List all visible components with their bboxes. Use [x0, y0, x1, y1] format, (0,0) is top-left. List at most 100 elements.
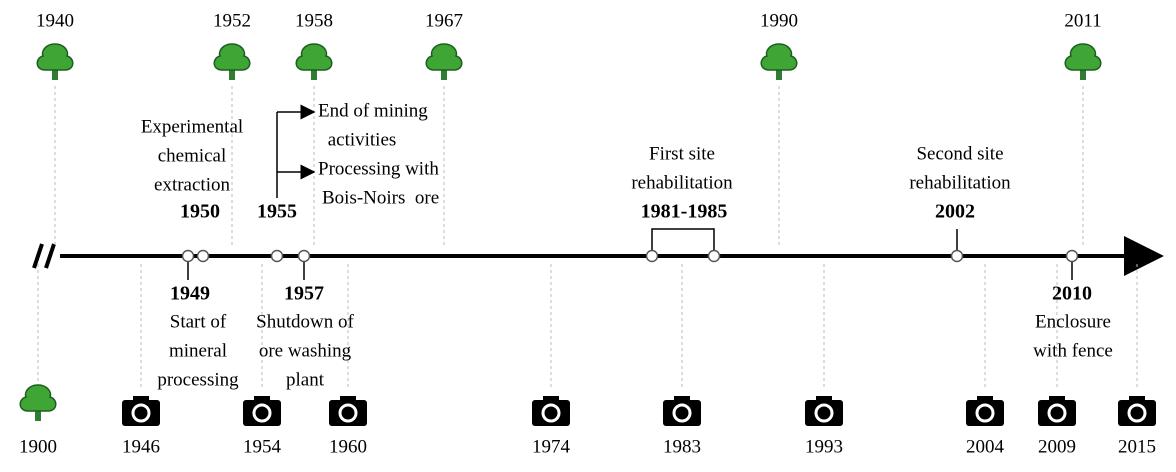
year-label: 1993	[805, 436, 843, 457]
tree-icon	[425, 43, 463, 80]
camera-lens	[1127, 403, 1147, 423]
event-text: rehabilitation	[909, 172, 1011, 193]
event-node	[950, 249, 964, 263]
event-node	[1065, 249, 1079, 263]
year-label: 1990	[760, 10, 798, 31]
camera-icon	[1038, 396, 1076, 426]
year-label: 1952	[213, 10, 251, 31]
year-label: 1967	[425, 10, 463, 31]
event-date: 1950	[180, 201, 220, 223]
event-text: Shutdown of	[256, 311, 354, 332]
tree-trunk	[52, 66, 58, 80]
year-label: 1983	[663, 436, 701, 457]
event-text: plant	[286, 369, 325, 390]
event-text: mineral	[169, 340, 227, 361]
event-node	[196, 249, 210, 263]
tree-icon	[213, 43, 251, 80]
tree-crown	[295, 43, 333, 71]
year-label: 1940	[36, 10, 74, 31]
camera-icon	[122, 396, 160, 426]
event-date: 1955	[257, 201, 297, 223]
year-label: 2009	[1038, 436, 1076, 457]
camera-body	[329, 400, 367, 426]
event-text: activities	[328, 129, 397, 150]
event-text: with fence	[1033, 340, 1113, 361]
tree-trunk	[229, 66, 235, 80]
event-text: End of mining	[318, 100, 428, 121]
event-text: rehabilitation	[631, 172, 733, 193]
event-date: 2002	[935, 201, 975, 223]
event-text: Second site	[916, 143, 1003, 164]
camera-lens	[252, 403, 272, 423]
camera-top	[674, 396, 690, 402]
event-text: ore washing	[259, 340, 352, 361]
camera-lens	[975, 403, 995, 423]
camera-body	[663, 400, 701, 426]
camera-icon	[805, 396, 843, 426]
tree-trunk	[311, 66, 317, 80]
tree-trunk	[1080, 66, 1086, 80]
tree-icon	[760, 43, 798, 80]
event-date: 1949	[170, 283, 210, 305]
camera-icon	[663, 396, 701, 426]
camera-lens	[672, 403, 692, 423]
camera-icon	[1118, 396, 1156, 426]
year-label: 2015	[1118, 436, 1156, 457]
camera-lens	[338, 403, 358, 423]
tree-icon	[36, 43, 74, 80]
camera-top	[1129, 396, 1145, 402]
year-label: 1954	[243, 436, 282, 457]
year-label: 1958	[295, 10, 333, 31]
camera-top	[543, 396, 559, 402]
break-mark	[32, 243, 56, 269]
event-text: Enclosure	[1035, 311, 1111, 332]
tree-crown	[760, 43, 798, 71]
camera-lens	[1047, 403, 1067, 423]
tree-icon	[295, 43, 333, 80]
camera-body	[1118, 400, 1156, 426]
year-label: 2004	[966, 436, 1005, 457]
event-node	[181, 249, 195, 263]
event-text: extraction	[154, 174, 230, 195]
camera-top	[1049, 396, 1065, 402]
tree-crown	[425, 43, 463, 71]
camera-icon	[329, 396, 367, 426]
tree-crown	[19, 384, 57, 412]
tree-trunk	[776, 66, 782, 80]
tree-icon	[19, 384, 57, 421]
camera-body	[532, 400, 570, 426]
event-node	[270, 249, 284, 263]
event-date: 2010	[1052, 283, 1092, 305]
event-node	[645, 249, 659, 263]
tree-crown	[213, 43, 251, 71]
event-date: 1957	[284, 283, 324, 305]
camera-icon	[243, 396, 281, 426]
camera-top	[254, 396, 270, 402]
tree-crown	[1064, 43, 1102, 71]
year-label: 1974	[532, 436, 571, 457]
camera-top	[133, 396, 149, 402]
tree-icon	[1064, 43, 1102, 80]
event-text: chemical	[158, 145, 227, 166]
camera-icon	[966, 396, 1004, 426]
event-text: Start of	[170, 311, 227, 332]
camera-body	[122, 400, 160, 426]
camera-top	[340, 396, 356, 402]
camera-top	[977, 396, 993, 402]
camera-lens	[541, 403, 561, 423]
tree-trunk	[441, 66, 447, 80]
camera-icon	[532, 396, 570, 426]
event-node	[707, 249, 721, 263]
year-label: 1960	[329, 436, 367, 457]
event-text: Experimental	[141, 116, 243, 137]
bracket	[651, 228, 715, 256]
tree-crown	[36, 43, 74, 71]
event-date: 1981-1985	[641, 201, 728, 223]
year-label: 1900	[19, 436, 57, 457]
event-text: processing	[157, 369, 239, 390]
event-text: Processing with	[318, 158, 439, 179]
event-node	[297, 249, 311, 263]
tree-trunk	[35, 407, 41, 421]
camera-body	[243, 400, 281, 426]
